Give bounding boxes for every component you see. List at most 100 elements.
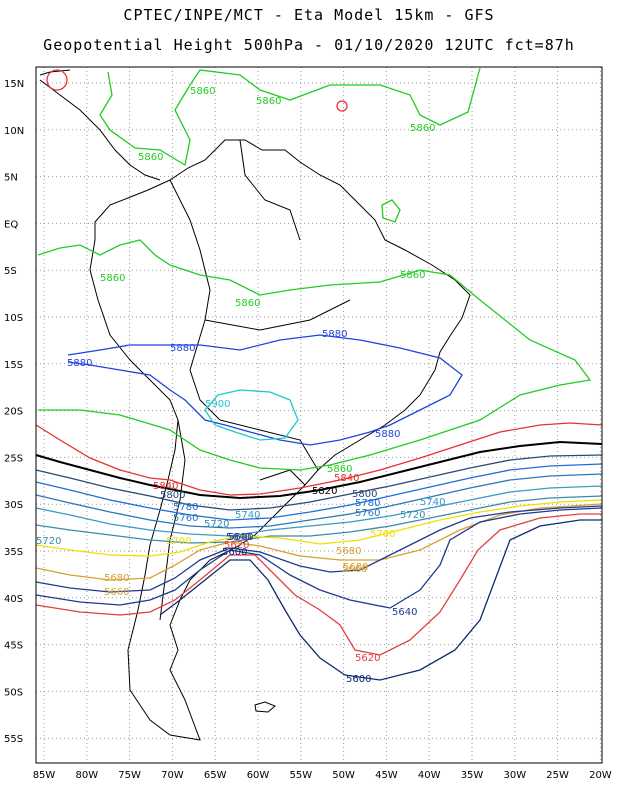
contour-5800 [35,454,603,511]
central-america-coastline [39,79,161,181]
lon-label: 40W [418,770,441,781]
label-5660a: 5660 [104,587,129,598]
label-5880b: 5880 [170,343,195,354]
label-5860f: 5860 [400,270,425,281]
lat-lon-grid [36,67,602,763]
contour-5860-north [99,67,481,167]
label-5840a: 5840 [153,481,178,492]
lat-label: 25S [4,453,23,464]
falkland-islands [254,701,276,713]
map-frame [35,66,603,764]
lon-label: 25W [546,770,569,781]
lon-label: 85W [33,770,56,781]
label-5800a: 5800 [160,490,185,501]
contour-5860-equator [381,199,401,223]
label-5620a: 5620 [224,540,249,551]
lat-label: 5N [4,173,18,184]
label-5860b: 5860 [256,96,281,107]
label-5600b: 5600 [346,674,371,685]
label-5900: 5900 [205,399,230,410]
lon-label: 80W [75,770,98,781]
contour-5640 [35,507,603,609]
coastlines [39,69,471,741]
label-5620b: 5620 [355,653,380,664]
label-5680a: 5680 [336,546,361,557]
label-5880c: 5880 [67,358,92,369]
lon-label: 45W [375,770,398,781]
lon-label: 75W [118,770,141,781]
label-5720a: 5720 [204,519,229,530]
label-5700a: 5700 [166,536,191,547]
label-5760a: 5760 [173,513,198,524]
label-5860d: 5860 [138,152,163,163]
contour-5820 [35,440,603,500]
lat-label: 20S [4,407,23,418]
contour-5720 [35,495,603,544]
contour-ring-red-north [336,100,348,112]
label-5860g: 5860 [235,298,260,309]
longitude-labels: 85W 80W 75W 70W 65W 60W 55W 50W 45W 40W 35W 30W 25W 2… [33,770,612,781]
lat-label: 55S [4,734,23,745]
contour-5680 [35,503,603,581]
lon-label: 35W [461,770,484,781]
country-border-7 [259,469,306,486]
lon-label: 55W [289,770,312,781]
label-5780b: 5780 [355,498,380,509]
lon-label: 70W [161,770,184,781]
contour-5900 [204,389,299,441]
lat-label: 45S [4,641,23,652]
label-5880a: 5880 [322,329,347,340]
label-5660b: 5660 [342,564,367,575]
label-5720c: 5720 [36,536,61,547]
map-title-line2: Geopotential Height 500hPa - 01/10/2020 … [43,36,575,54]
country-border-5 [159,419,186,621]
lat-label: 10S [4,313,23,324]
label-5860e: 5860 [100,273,125,284]
lat-label: 35S [4,547,23,558]
label-5700b: 5700 [370,529,395,540]
country-border-1 [169,179,211,321]
contour-5880 [67,334,463,446]
label-5800b: 5800 [352,489,377,500]
label-5780a: 5780 [173,502,198,513]
label-5600a: 5600 [222,547,247,558]
lon-label: 20W [589,770,612,781]
label-5680c: 5680 [343,562,368,573]
contour-5760 [35,473,603,529]
contour-5840 [35,422,603,496]
label-5640b: 5640 [392,607,417,618]
country-border-6 [239,139,301,241]
lon-label: 50W [332,770,355,781]
contour-5600 [159,519,602,681]
country-border-4 [219,419,319,471]
label-5760b: 5760 [355,508,380,519]
contour-labels: 5860 5860 5860 5860 5860 5860 5860 5860 … [36,86,445,685]
lat-label: 30S [4,500,23,511]
label-5640a: 5640 [228,532,253,543]
height-contours [35,67,603,681]
contour-5860-main [37,239,592,471]
lat-label: 15N [4,79,24,90]
label-5680b: 5680 [104,573,129,584]
contour-5620 [35,513,602,656]
lon-label: 65W [204,770,227,781]
lon-label: 30W [503,770,526,781]
lat-label: 15S [4,360,23,371]
contour-5780 [35,463,603,521]
label-5740b: 5740 [420,497,445,508]
map-title-line1: CPTEC/INPE/MCT - Eta Model 15km - GFS [123,6,495,24]
label-5880d: 5880 [375,429,400,440]
lat-label: 40S [4,594,23,605]
lat-label: 5S [4,266,17,277]
contour-5660 [35,505,603,593]
lat-label: 10N [4,126,24,137]
label-5640c: 5640 [226,532,251,543]
label-5720b: 5720 [400,510,425,521]
label-5820a: 5820 [312,486,337,497]
contour-5700 [35,499,603,557]
country-border-2 [204,299,351,331]
label-5840b: 5840 [334,473,359,484]
label-5860a: 5860 [190,86,215,97]
label-5860c: 5860 [410,123,435,134]
